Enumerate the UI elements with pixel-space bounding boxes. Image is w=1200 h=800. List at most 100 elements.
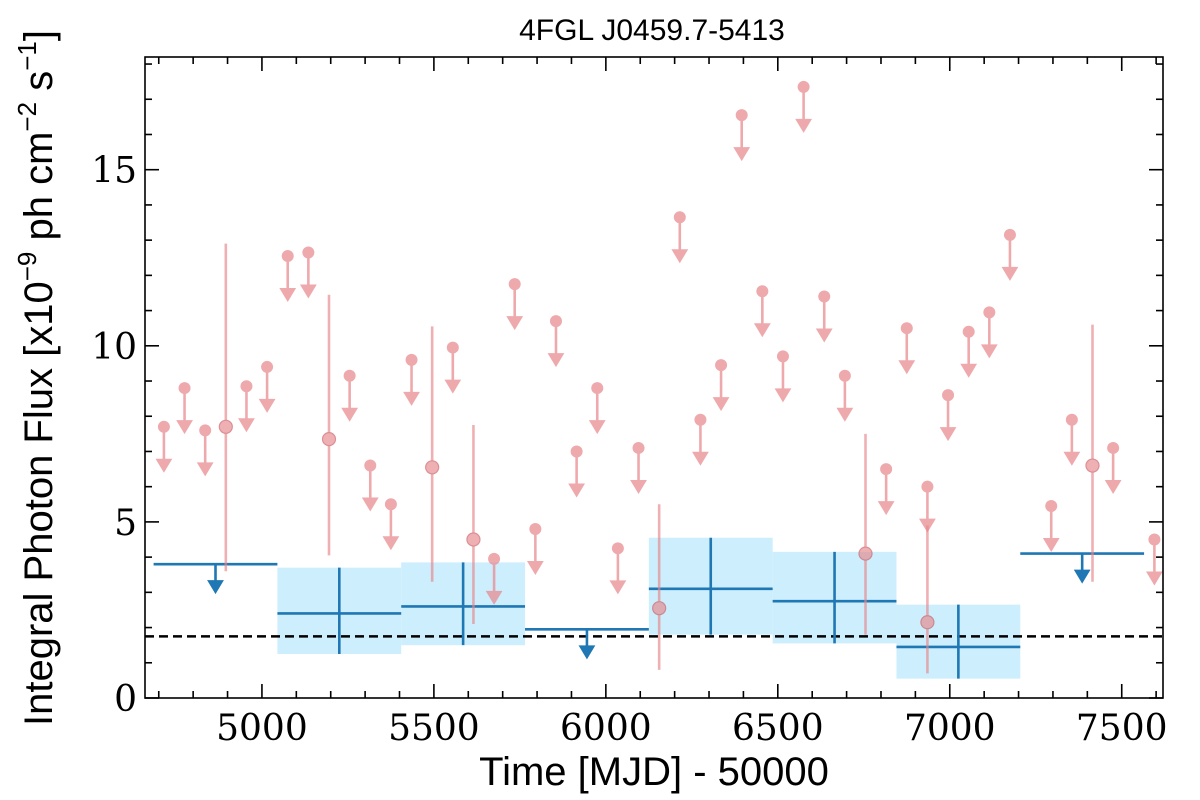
short-bin-detection-3: [466, 425, 481, 625]
short-bin-ul-1: [176, 382, 193, 435]
short-bin-ul-12: [485, 552, 503, 605]
short-bin-ul-point-39: [1148, 533, 1161, 546]
short-bin-ul-point-3: [240, 380, 253, 393]
short-bin-ul-point-7: [343, 369, 356, 382]
short-bin-ul-point-28: [838, 369, 851, 382]
short-bin-ul-point-30: [900, 322, 913, 335]
x-tick-label-6000: 6000: [560, 708, 652, 749]
short-bin-ul-27-head: [815, 328, 833, 343]
short-bin-ul-point-11: [446, 341, 459, 354]
short-bin-ul-38-head: [1104, 479, 1122, 494]
short-bin-ul-point-36: [1045, 500, 1058, 513]
short-bin-ul-16: [568, 445, 586, 498]
short-bin-ul-point-37: [1065, 413, 1078, 426]
short-bin-ul-13: [506, 278, 524, 331]
short-bin-ul-33-head: [960, 363, 978, 378]
short-bin-ul-point-2: [199, 424, 212, 437]
long-bin-ul-arrow-2: [1073, 553, 1091, 584]
short-bin-point-7: [1085, 458, 1100, 473]
short-bin-detection-0: [218, 243, 233, 572]
short-bin-ul-36: [1042, 500, 1060, 553]
short-bin-ul-2-head: [196, 462, 214, 477]
short-bin-ul-2: [196, 424, 214, 477]
short-bin-ul-16-head: [568, 483, 586, 498]
x-tick-label-6500: 6500: [732, 708, 824, 749]
short-bin-point-0: [218, 419, 233, 434]
short-bin-ul-25-head: [774, 388, 792, 403]
short-bin-detection-5: [858, 433, 873, 635]
short-bin-ul-39-head: [1146, 571, 1163, 586]
short-bin-ul-17-head: [588, 420, 606, 435]
short-bin-ul-point-0: [157, 420, 170, 433]
short-bin-ul-point-10: [405, 353, 418, 366]
plot-frame: [144, 56, 1164, 699]
short-bin-ul-7-head: [341, 407, 359, 422]
long-bin-ul-arrow-0: [207, 564, 224, 595]
short-bin-ul-22-head: [712, 397, 730, 412]
short-bin-ul-22: [712, 359, 730, 412]
short-bin-ul-14-head: [526, 560, 544, 575]
short-bin-ul-point-9: [384, 498, 397, 511]
short-bin-ul-point-12: [488, 552, 501, 565]
short-bin-ul-27: [815, 290, 833, 343]
short-bin-ul-30-head: [898, 360, 916, 375]
short-bin-ul-33: [960, 325, 978, 378]
y-axis-label: Integral Photon Flux [x10−9 ph cm−2 s−1]: [12, 30, 61, 726]
short-bin-ul-point-31: [921, 480, 934, 493]
short-bin-ul-11: [444, 341, 462, 394]
short-bin-ul-15-head: [547, 353, 565, 368]
short-bin-ul-point-15: [549, 315, 562, 328]
y-tick-label-10: 10: [91, 327, 137, 368]
short-bin-ul-point-34: [983, 306, 996, 319]
long-bin-ul-arrow-1-head: [578, 645, 596, 660]
short-bin-ul-5-head: [279, 287, 297, 302]
short-bin-ul-21-head: [692, 451, 709, 466]
short-bin-ul-point-16: [570, 445, 583, 458]
short-bin-ul-point-6: [302, 246, 315, 259]
short-bin-ul-10-head: [403, 391, 420, 406]
short-bin-ul-point-23: [735, 109, 748, 122]
short-bin-ul-29: [877, 463, 895, 516]
short-bin-ul-38: [1104, 441, 1122, 494]
short-bin-ul-8: [361, 459, 379, 512]
y-tick-label-5: 5: [114, 503, 137, 544]
short-bin-ul-32: [939, 389, 957, 442]
y-tick-label-15: 15: [91, 151, 137, 192]
short-bin-ul-point-13: [508, 278, 521, 291]
short-bin-ul-point-27: [818, 290, 831, 303]
short-bin-detection-6: [920, 525, 935, 674]
long-bin-point-4: [896, 604, 1021, 679]
short-bin-point-6: [920, 615, 935, 630]
short-bin-ul-15: [547, 315, 565, 368]
short-bin-ul-37-head: [1063, 451, 1081, 466]
short-bin-ul-point-24: [756, 285, 769, 298]
long-bin-point-0: [277, 567, 402, 654]
short-bin-ul-34: [980, 306, 998, 359]
long-bin-ul-arrow-2-head: [1073, 569, 1091, 584]
short-bin-point-2: [425, 460, 440, 475]
short-bin-detection-4: [652, 504, 667, 670]
short-bin-detection-1: [321, 294, 337, 556]
short-bin-point-1: [321, 432, 337, 447]
short-bin-ul-3-head: [238, 418, 255, 433]
short-bin-ul-28: [836, 369, 854, 422]
x-tick-label-5000: 5000: [216, 708, 308, 749]
short-bin-ul-4: [258, 360, 276, 413]
short-bin-ul-point-1: [178, 382, 191, 395]
short-bin-ul-34-head: [980, 344, 998, 359]
short-bin-ul-30: [898, 322, 916, 375]
short-bin-ul-point-20: [673, 211, 686, 224]
short-bin-ul-13-head: [506, 316, 524, 331]
short-bin-ul-18-head: [609, 580, 627, 595]
short-bin-ul-36-head: [1042, 538, 1060, 553]
short-bin-ul-19-head: [630, 479, 647, 494]
short-bin-detection-7: [1085, 324, 1100, 582]
short-bin-ul-35-head: [1001, 266, 1019, 281]
x-tick-label-5500: 5500: [388, 708, 480, 749]
short-bin-ul-24-head: [753, 323, 771, 338]
axis-ticks: 5000 5500 6000 6500 7000 7500 0 5 10 15: [91, 57, 1168, 749]
short-bin-ul-14: [526, 522, 544, 575]
short-bin-ul-6-head: [299, 284, 317, 299]
short-bin-ul-point-33: [962, 325, 975, 338]
